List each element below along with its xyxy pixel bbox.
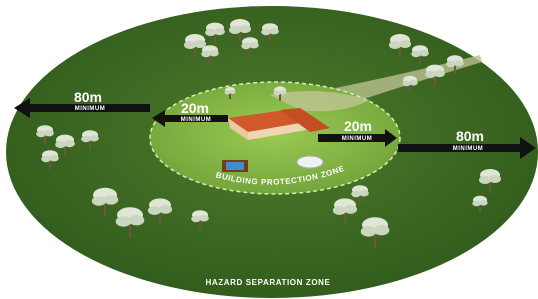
tree-crown xyxy=(64,140,75,147)
tree-crown xyxy=(269,28,279,34)
tree-crown xyxy=(489,175,501,183)
tree-crown xyxy=(409,80,417,86)
tree-crown xyxy=(434,70,445,77)
tree-crown xyxy=(214,28,225,35)
pool xyxy=(226,162,244,170)
tree-crown xyxy=(129,215,145,225)
tree-crown xyxy=(479,200,487,206)
tree-crown xyxy=(454,60,464,66)
minimum-label: MINIMUM xyxy=(453,146,484,152)
tree-crown xyxy=(209,50,219,56)
distance-label: 80m xyxy=(456,128,484,144)
distance-label: 20m xyxy=(344,118,372,134)
tree-crown xyxy=(239,25,251,33)
minimum-label: MINIMUM xyxy=(342,136,373,142)
minimum-label: MINIMUM xyxy=(75,106,106,112)
tree-crown xyxy=(374,225,390,235)
tree-crown xyxy=(199,215,209,221)
tree-crown xyxy=(230,90,236,94)
tree-crown xyxy=(344,205,357,214)
distance-label: 20m xyxy=(181,100,209,116)
water-tank xyxy=(297,156,323,168)
distance-label: 80m xyxy=(74,89,102,105)
tree-crown xyxy=(279,90,286,95)
tree-crown xyxy=(399,40,411,48)
tree-crown xyxy=(419,50,429,56)
page: 80m MINIMUM 20m MINIMUM 20m MINIMUM 80m … xyxy=(0,0,538,299)
zone-illustration: 80m MINIMUM 20m MINIMUM 20m MINIMUM 80m … xyxy=(0,0,538,299)
tree-crown xyxy=(89,135,99,141)
tree-crown xyxy=(49,155,59,161)
tree-crown xyxy=(159,205,172,214)
tree-crown xyxy=(44,130,54,136)
outer-zone-label: HAZARD SEPARATION ZONE xyxy=(206,278,331,287)
minimum-label: MINIMUM xyxy=(181,117,212,123)
tree-crown xyxy=(359,190,369,196)
tree-crown xyxy=(249,42,259,48)
tree-crown xyxy=(104,195,118,205)
